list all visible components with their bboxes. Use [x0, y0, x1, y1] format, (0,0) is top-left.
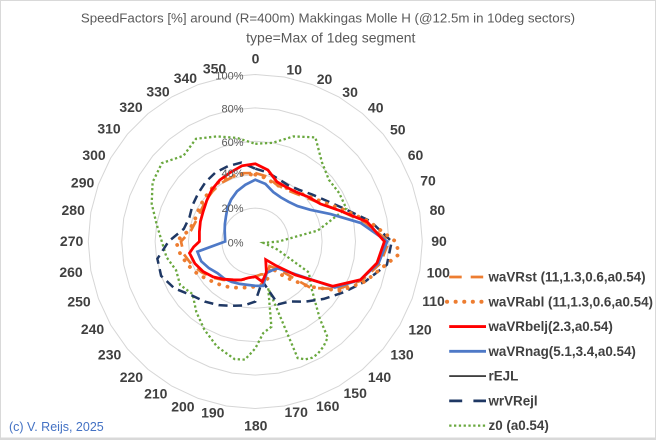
svg-text:z0 (a0.54): z0 (a0.54): [489, 418, 549, 433]
svg-text:230: 230: [98, 347, 122, 363]
svg-text:20%: 20%: [221, 203, 243, 215]
svg-text:180: 180: [244, 417, 268, 433]
svg-text:210: 210: [144, 386, 168, 402]
svg-text:270: 270: [60, 233, 84, 249]
svg-text:60: 60: [408, 147, 424, 163]
svg-text:240: 240: [81, 321, 105, 337]
svg-text:20: 20: [317, 71, 333, 87]
svg-text:90: 90: [431, 233, 447, 249]
svg-text:SpeedFactors [%] around (R=400: SpeedFactors [%] around (R=400m) Makking…: [81, 10, 575, 25]
svg-text:60%: 60%: [221, 137, 243, 149]
svg-text:190: 190: [201, 405, 225, 421]
svg-text:(c) V. Reijs, 2025: (c) V. Reijs, 2025: [9, 420, 104, 434]
svg-text:330: 330: [146, 83, 170, 99]
svg-text:waVRabl (11,1.3,0.6,a0.54): waVRabl (11,1.3,0.6,a0.54): [488, 294, 654, 309]
svg-text:70: 70: [420, 173, 436, 189]
svg-text:0: 0: [252, 51, 260, 67]
svg-text:290: 290: [71, 175, 95, 191]
svg-text:150: 150: [344, 385, 368, 401]
svg-text:130: 130: [390, 346, 414, 362]
svg-text:30: 30: [342, 84, 358, 100]
svg-text:320: 320: [119, 99, 143, 115]
svg-text:10: 10: [286, 62, 302, 78]
svg-text:170: 170: [285, 404, 309, 420]
svg-text:wrVRejl: wrVRejl: [488, 393, 538, 408]
svg-text:80%: 80%: [221, 104, 243, 116]
svg-text:280: 280: [62, 202, 86, 218]
svg-text:40: 40: [368, 99, 384, 115]
svg-text:waVRbelj(2.3,a0.54): waVRbelj(2.3,a0.54): [488, 319, 613, 334]
svg-text:100: 100: [427, 264, 451, 280]
svg-text:0%: 0%: [228, 237, 244, 249]
svg-text:250: 250: [67, 293, 91, 309]
svg-text:340: 340: [174, 70, 198, 86]
svg-text:waVRst (11,1.3,0.6,a0.54): waVRst (11,1.3,0.6,a0.54): [488, 270, 646, 285]
svg-text:rEJL: rEJL: [489, 369, 519, 384]
svg-text:260: 260: [59, 264, 83, 280]
svg-text:120: 120: [408, 321, 432, 337]
svg-text:310: 310: [97, 121, 121, 137]
svg-text:110: 110: [422, 293, 445, 309]
svg-text:type=Max of 1deg segment: type=Max of 1deg segment: [246, 30, 415, 46]
svg-text:220: 220: [120, 369, 144, 385]
svg-text:200: 200: [171, 398, 195, 414]
svg-text:300: 300: [82, 147, 106, 163]
svg-text:50: 50: [390, 122, 406, 138]
svg-text:40%: 40%: [221, 168, 243, 180]
svg-text:140: 140: [368, 369, 392, 385]
svg-text:350: 350: [203, 60, 227, 76]
svg-text:100%: 100%: [215, 71, 243, 83]
svg-text:waVRnag(5.1,3.4,a0.54): waVRnag(5.1,3.4,a0.54): [488, 344, 636, 359]
svg-text:80: 80: [430, 202, 446, 218]
svg-text:160: 160: [316, 398, 340, 414]
